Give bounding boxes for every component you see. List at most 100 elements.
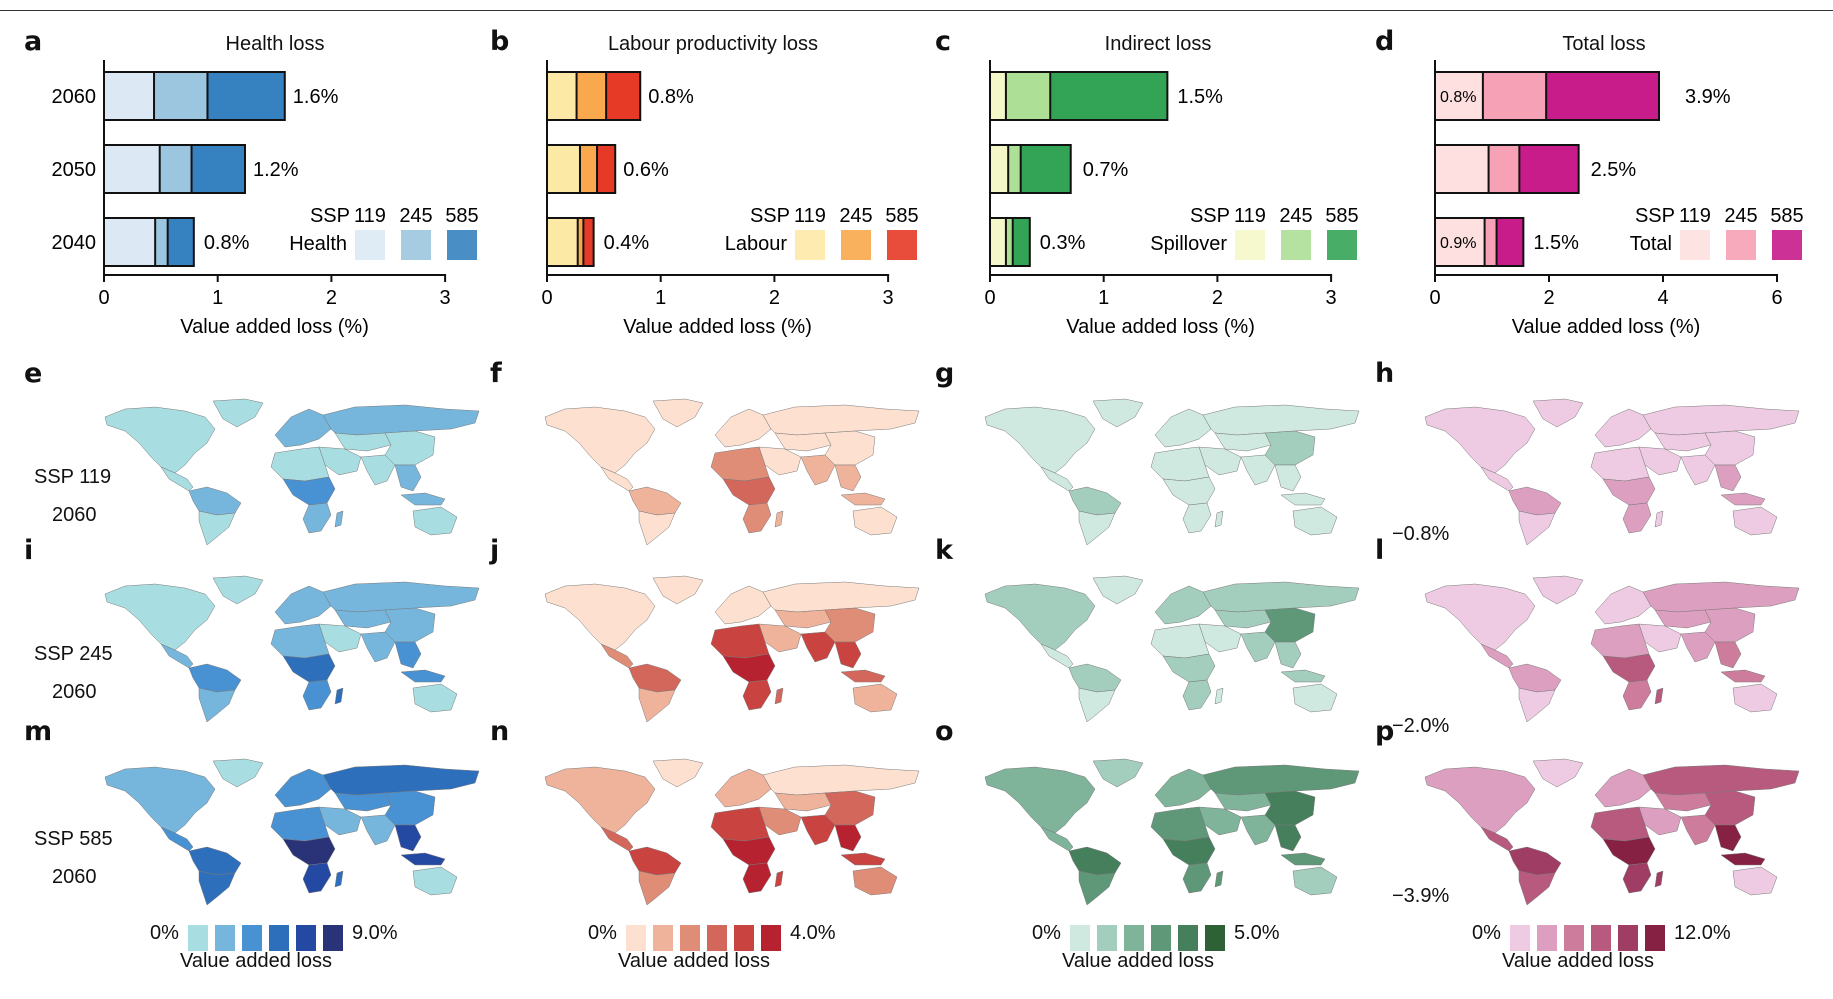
map-region-madagascar (1654, 510, 1664, 528)
bar-c-2040-ssp119 (989, 217, 1007, 267)
map-region-russia (1202, 764, 1360, 796)
map-region-southern-africa (1182, 862, 1212, 894)
map-region-southeast-asia (834, 641, 862, 669)
x-tick-label: 3 (1326, 287, 1337, 309)
row-label-year-119: 2060 (52, 504, 97, 526)
map-region-north-america (104, 406, 216, 474)
map-j (544, 575, 920, 723)
map-region-china (1264, 430, 1316, 466)
map-region-southeast-asia (1274, 824, 1302, 852)
map-region-australia (852, 866, 898, 896)
map-annotation-l: −2.0% (1392, 715, 1450, 737)
colorbar-title: Value added loss (1502, 950, 1654, 972)
map-region-china (1704, 607, 1756, 643)
x-tick-label: 1 (212, 287, 223, 309)
colorbar-swatch (1537, 925, 1557, 951)
map-region-north-africa (270, 623, 330, 659)
map-region-south-america-north (1068, 846, 1122, 876)
legend-row-label: Health (289, 233, 347, 255)
map-region-southern-africa (742, 679, 772, 711)
map-region-north-america (1424, 583, 1536, 651)
legend-swatch (887, 230, 917, 260)
row-label-year-585: 2060 (52, 866, 97, 888)
map-region-southern-africa (302, 679, 332, 711)
map-i (104, 575, 480, 723)
map-region-south-america-north (1508, 486, 1562, 516)
legend-entry-label: 585 (1325, 205, 1358, 227)
map-region-indonesia (840, 669, 886, 683)
map-region-central-africa (1162, 653, 1216, 683)
map-region-greenland (1532, 398, 1584, 428)
colorbar-title: Value added loss (180, 950, 332, 972)
map-region-southeast-asia (394, 464, 422, 492)
map-region-central-asia (1654, 609, 1712, 629)
map-region-europe (274, 768, 332, 808)
map-region-central-asia (334, 609, 392, 629)
colorbar-swatch (1124, 925, 1144, 951)
panel-letter-b: b (490, 26, 510, 57)
map-region-europe (1154, 768, 1212, 808)
legend-prefix: SSP (1635, 205, 1675, 227)
map-region-south-america-north (1508, 846, 1562, 876)
map-region-greenland (652, 398, 704, 428)
bar-c-2060-ssp119 (989, 71, 1007, 121)
map-region-madagascar (334, 870, 344, 888)
panel-letter-k: k (935, 535, 953, 566)
map-region-australia (852, 683, 898, 713)
bar-chart-a: 0 1 2 3 Value added loss (%) 1.6% 2060 1.2% 2050… (52, 60, 479, 338)
map-region-southern-africa (1622, 502, 1652, 534)
panel-letter-j: j (490, 535, 500, 566)
colorbar-swatch (626, 925, 646, 951)
colorbar-swatch (680, 925, 700, 951)
map-region-south-america-south (1078, 510, 1116, 546)
map-region-north-africa (1150, 446, 1210, 482)
colorbar-max-label: 9.0% (352, 922, 398, 944)
legend-swatch (401, 230, 431, 260)
map-region-central-africa (282, 476, 336, 506)
bar-d-2040-ssp119 (1434, 217, 1486, 267)
map-region-china (824, 430, 876, 466)
category-label: 2050 (52, 159, 97, 181)
map-region-indonesia (840, 492, 886, 506)
map-region-madagascar (1214, 870, 1224, 888)
map-region-indonesia (1720, 492, 1766, 506)
map-region-china (1704, 430, 1756, 466)
colorbar-swatch (1097, 925, 1117, 951)
data-label: 1.5% (1533, 232, 1579, 254)
map-region-madagascar (1214, 510, 1224, 528)
map-region-madagascar (334, 510, 344, 528)
map-region-south-america-north (1068, 663, 1122, 693)
map-region-russia (1202, 581, 1360, 613)
map-region-russia (762, 764, 920, 796)
panel-letter-n: n (490, 716, 510, 747)
map-region-south-america-south (1518, 510, 1556, 546)
map-region-australia (412, 866, 458, 896)
map-region-central-africa (722, 653, 776, 683)
legend-swatch (1680, 230, 1710, 260)
map-region-south-america-south (198, 870, 236, 906)
map-region-indonesia (400, 492, 446, 506)
legend-swatch (447, 230, 477, 260)
map-region-south-america-south (1078, 870, 1116, 906)
map-region-central-asia (774, 609, 832, 629)
x-tick-label: 4 (1657, 287, 1668, 309)
colorbar-swatch (188, 925, 208, 951)
map-region-china (1264, 607, 1316, 643)
map-region-greenland (1532, 575, 1584, 605)
row-label-year-245: 2060 (52, 681, 97, 703)
colorbar-swatch (269, 925, 289, 951)
inner-data-label: 0.8% (1440, 89, 1476, 106)
map-region-central-asia (1654, 432, 1712, 452)
panel-letter-o: o (935, 716, 954, 747)
map-region-europe (1594, 408, 1652, 448)
legend-swatch (1235, 230, 1265, 260)
bar-d-2050-ssp119 (1434, 144, 1490, 194)
map-region-central-america (1040, 643, 1074, 669)
data-label: 0.6% (623, 159, 669, 181)
chart-title-a: Health loss (225, 33, 325, 55)
legend-entry-label: 585 (1770, 205, 1803, 227)
colorbar-swatch (653, 925, 673, 951)
map-region-southeast-asia (1274, 464, 1302, 492)
panel-letter-f: f (490, 358, 502, 389)
map-region-central-america (160, 643, 194, 669)
